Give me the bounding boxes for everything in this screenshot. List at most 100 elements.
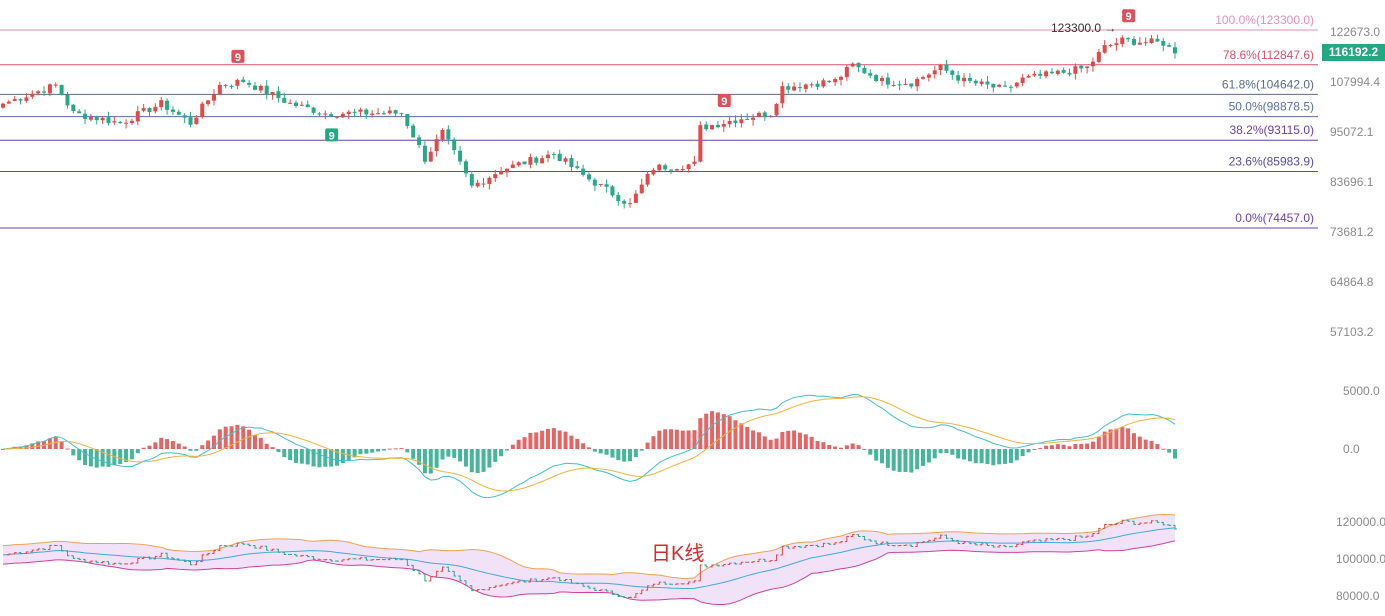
boll-price-bar	[510, 581, 515, 585]
macd-histogram-bar	[528, 432, 533, 449]
macd-histogram-bar	[844, 445, 849, 449]
candle	[458, 146, 463, 165]
boll-price-bar	[417, 570, 422, 575]
candle-body	[147, 108, 152, 113]
candle	[545, 150, 550, 163]
candle-body	[821, 80, 826, 87]
boll-price-bar	[733, 562, 738, 565]
macd-histogram-bar	[926, 449, 931, 463]
boll-price-bar	[170, 557, 175, 560]
candle	[94, 115, 99, 125]
candle-body	[376, 113, 381, 115]
macd-histogram-bar	[563, 431, 568, 449]
candle	[434, 134, 439, 157]
macd-histogram-bar	[1003, 449, 1008, 464]
boll-price-bar	[956, 540, 961, 544]
candle	[417, 134, 422, 149]
macd-histogram-bar	[305, 449, 310, 465]
macd-histogram-bar	[991, 449, 996, 466]
boll-price-bar	[880, 541, 884, 545]
boll-price-bar	[1067, 538, 1072, 541]
candle-body	[797, 87, 802, 89]
candle-body	[950, 70, 955, 75]
macd-histogram-bar	[71, 449, 76, 456]
candle-body	[698, 125, 703, 162]
candle-body	[264, 85, 269, 95]
candle	[1085, 66, 1090, 74]
boll-price-bar	[452, 570, 457, 577]
candle-body	[1108, 45, 1113, 47]
candle-body	[762, 112, 767, 118]
candle	[288, 99, 293, 104]
boll-price-bar	[1032, 539, 1037, 542]
macd-histogram-bar	[768, 439, 773, 449]
candle-body	[563, 158, 568, 162]
candle-body	[481, 183, 486, 185]
macd-histogram-bar	[1026, 449, 1031, 453]
macd-histogram-bar	[540, 430, 545, 449]
boll-price-bar	[926, 539, 931, 543]
candle-body	[844, 67, 849, 78]
candle-body	[545, 154, 550, 159]
macd-histogram-bar	[827, 444, 832, 449]
boll-price-bar	[1126, 519, 1131, 522]
boll-price-bar	[135, 557, 140, 564]
boll-price-bar	[874, 540, 879, 545]
candle-body	[417, 137, 422, 146]
candle-body	[827, 80, 832, 82]
macd-histogram-bar	[786, 430, 791, 449]
candle	[340, 111, 345, 118]
boll-price-bar	[540, 578, 545, 582]
candle	[1090, 57, 1095, 72]
macd-histogram-bar	[921, 449, 926, 466]
candle	[211, 88, 216, 106]
macd-histogram-bar	[1020, 449, 1025, 456]
candle	[721, 119, 726, 132]
boll-price-bar	[235, 542, 240, 547]
boll-price-bar	[1120, 519, 1125, 524]
candle	[844, 64, 849, 82]
candle-body	[745, 118, 750, 120]
macd-histogram-bar	[674, 429, 679, 449]
boll-price-bar	[1014, 544, 1019, 548]
candle	[704, 121, 709, 131]
boll-axis-tick: 100000.0	[1336, 552, 1385, 566]
macd-histogram-bar	[376, 449, 381, 452]
price-axis-tick: 83696.1	[1330, 175, 1374, 189]
candle-body	[1131, 38, 1136, 45]
candle-body	[24, 97, 29, 101]
candle-body	[1137, 42, 1142, 45]
candle-body	[1085, 66, 1090, 69]
boll-price-bar	[59, 545, 64, 552]
macd-histogram-bar	[1061, 444, 1066, 449]
candle-body	[288, 102, 293, 104]
macd-histogram-bar	[803, 434, 808, 449]
candle-body	[1126, 38, 1131, 40]
candle-body	[739, 119, 744, 124]
macd-histogram-bar	[405, 449, 410, 453]
boll-price-bar	[405, 559, 410, 566]
macd-histogram-bar	[1096, 436, 1101, 449]
macd-histogram-bar	[370, 449, 375, 453]
boll-price-bar	[1161, 521, 1166, 526]
macd-histogram-bar	[856, 445, 861, 449]
candle	[786, 83, 791, 94]
macd-histogram-bar	[446, 449, 451, 457]
candle-body	[727, 120, 732, 125]
td9-marker-label: 9	[1126, 11, 1132, 23]
macd-histogram-bar	[979, 449, 984, 464]
candle	[71, 104, 76, 114]
macd-histogram-bar	[973, 449, 978, 464]
candle-body	[540, 158, 545, 164]
candle-body	[786, 86, 791, 90]
boll-price-bar	[581, 583, 586, 587]
candle-body	[211, 94, 216, 101]
price-axis-tick: 107994.4	[1330, 75, 1380, 89]
macd-dea-line	[2, 396, 1176, 492]
candle-body	[47, 84, 52, 94]
candle	[850, 62, 855, 68]
candle-body	[493, 174, 498, 179]
macd-histogram-bar	[1108, 429, 1113, 449]
boll-price-bar	[663, 581, 668, 585]
boll-price-bar	[516, 580, 521, 583]
